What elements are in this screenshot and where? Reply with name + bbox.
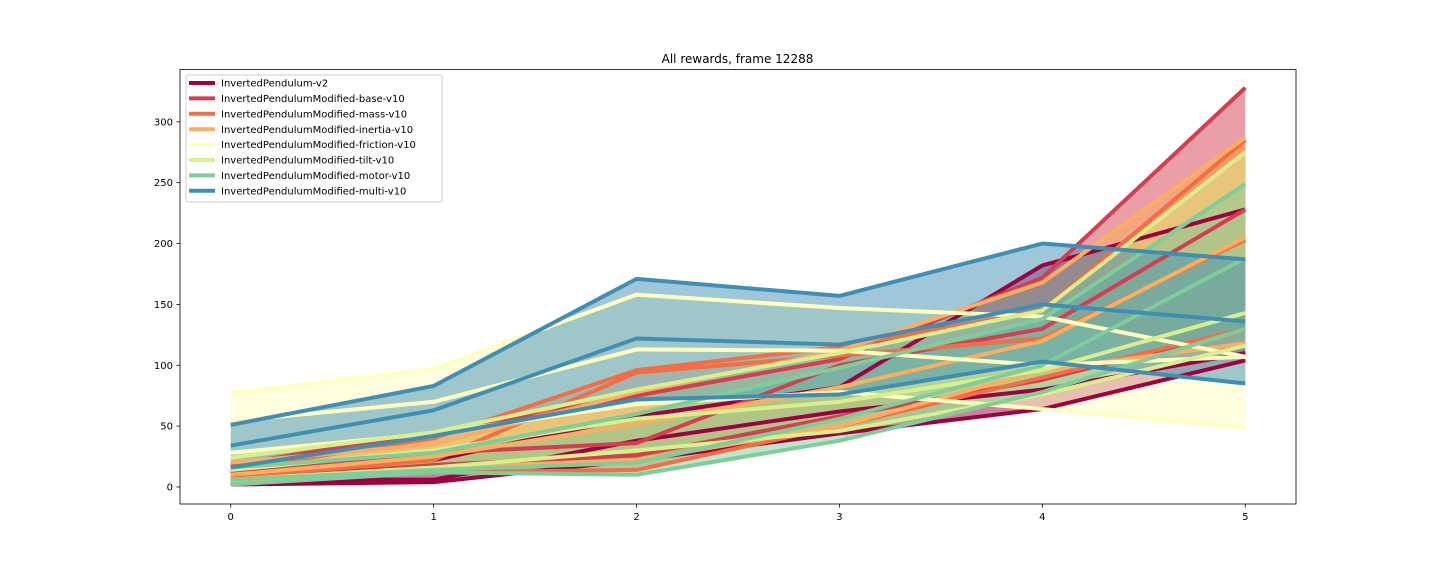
chart-title: All rewards, frame 12288: [662, 52, 814, 66]
y-tick-label-3: 150: [154, 300, 173, 311]
legend: InvertedPendulum-v2 InvertedPendulumModif…: [185, 74, 443, 203]
legend-label-7: InvertedPendulumModified-multi-v10: [221, 186, 406, 197]
legend-label-2: InvertedPendulumModified-mass-v10: [221, 109, 407, 120]
line-upper-6: [230, 182, 1247, 470]
legend-label-1: InvertedPendulumModified-base-v10: [221, 94, 405, 105]
y-tick-label-6: 300: [154, 117, 173, 128]
x-tick-label-1: 1: [430, 512, 436, 523]
line-mean-7: [230, 302, 1246, 448]
series-lines: [230, 86, 1247, 487]
line-mean-6: [230, 256, 1247, 482]
x-tick-label-5: 5: [1242, 512, 1248, 523]
line-upper-5: [230, 150, 1247, 460]
y-tick-label-4: 200: [154, 239, 173, 250]
x-axis: 0 1 2 3 4 5: [228, 504, 1248, 523]
x-tick-label-3: 3: [836, 512, 842, 523]
legend-box: [185, 74, 443, 203]
line-lower-6: [230, 326, 1246, 487]
y-tick-label-1: 50: [160, 422, 173, 433]
line-upper-4: [230, 292, 1246, 396]
legend-label-5: InvertedPendulumModified-tilt-v10: [221, 156, 394, 167]
x-tick-label-4: 4: [1039, 512, 1045, 523]
line-upper-7: [230, 241, 1246, 427]
y-tick-label-5: 250: [154, 178, 173, 189]
line-lower-7: [230, 359, 1246, 470]
y-tick-label-2: 100: [154, 361, 173, 372]
y-tick-label-0: 0: [167, 482, 173, 493]
legend-label-3: InvertedPendulumModified-inertia-v10: [221, 125, 413, 136]
legend-label-0: InvertedPendulum-v2: [221, 79, 328, 90]
plot-frame: [179, 69, 1297, 505]
x-tick-label-0: 0: [228, 512, 234, 523]
x-tick-label-2: 2: [633, 512, 639, 523]
legend-label-4: InvertedPendulumModified-friction-v10: [221, 140, 416, 151]
y-axis: 0 50 100 150 200 250 300: [154, 117, 180, 493]
legend-label-6: InvertedPendulumModified-motor-v10: [221, 171, 410, 182]
